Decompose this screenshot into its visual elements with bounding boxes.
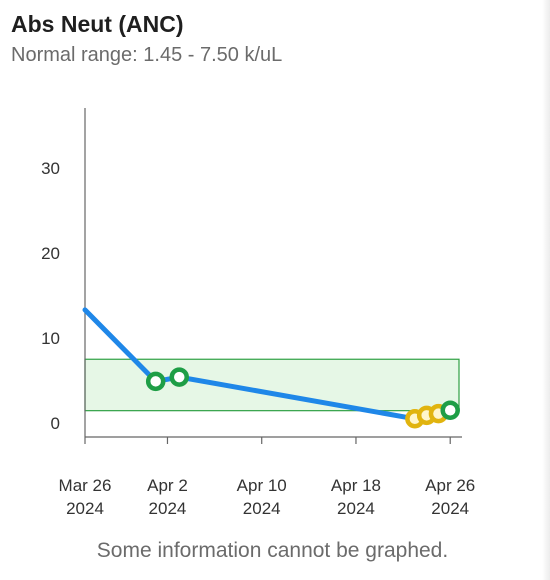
normal-data-point[interactable] — [169, 367, 189, 387]
y-tick-label: 30 — [41, 159, 60, 178]
anc-trend-chart: 0 10 20 30 Mar 26 2024 Apr 2 2024 Apr 10 2024 Apr… — [41, 108, 475, 518]
y-axis-ticks: 0 10 20 30 — [41, 159, 60, 433]
card-edge — [542, 0, 550, 580]
x-tick-label: Apr 26 — [425, 476, 475, 495]
x-tick-year: 2024 — [431, 499, 469, 518]
normal-data-point[interactable] — [440, 400, 460, 420]
x-tick-label: Apr 2 — [147, 476, 188, 495]
normal-range-label: Normal range: 1.45 - 7.50 k/uL — [11, 44, 283, 66]
x-tick-year: 2024 — [243, 499, 281, 518]
x-tick-year: 2024 — [66, 499, 104, 518]
data-points — [145, 367, 460, 429]
x-tick-year: 2024 — [149, 499, 187, 518]
normal-data-point[interactable] — [145, 371, 166, 392]
footer-note: Some information cannot be graphed. — [96, 539, 449, 562]
x-tick-year: 2024 — [337, 499, 375, 518]
x-tick-label: Mar 26 — [59, 476, 112, 495]
y-tick-label: 0 — [51, 414, 60, 433]
y-tick-label: 10 — [41, 329, 60, 348]
y-tick-label: 20 — [41, 244, 60, 263]
page-title: Abs Neut (ANC) — [11, 11, 184, 37]
x-tick-label: Apr 18 — [331, 476, 381, 495]
x-tick-label: Apr 10 — [237, 476, 287, 495]
x-axis-ticks: Mar 26 2024 Apr 2 2024 Apr 10 2024 Apr 18 2024 A… — [59, 437, 475, 518]
